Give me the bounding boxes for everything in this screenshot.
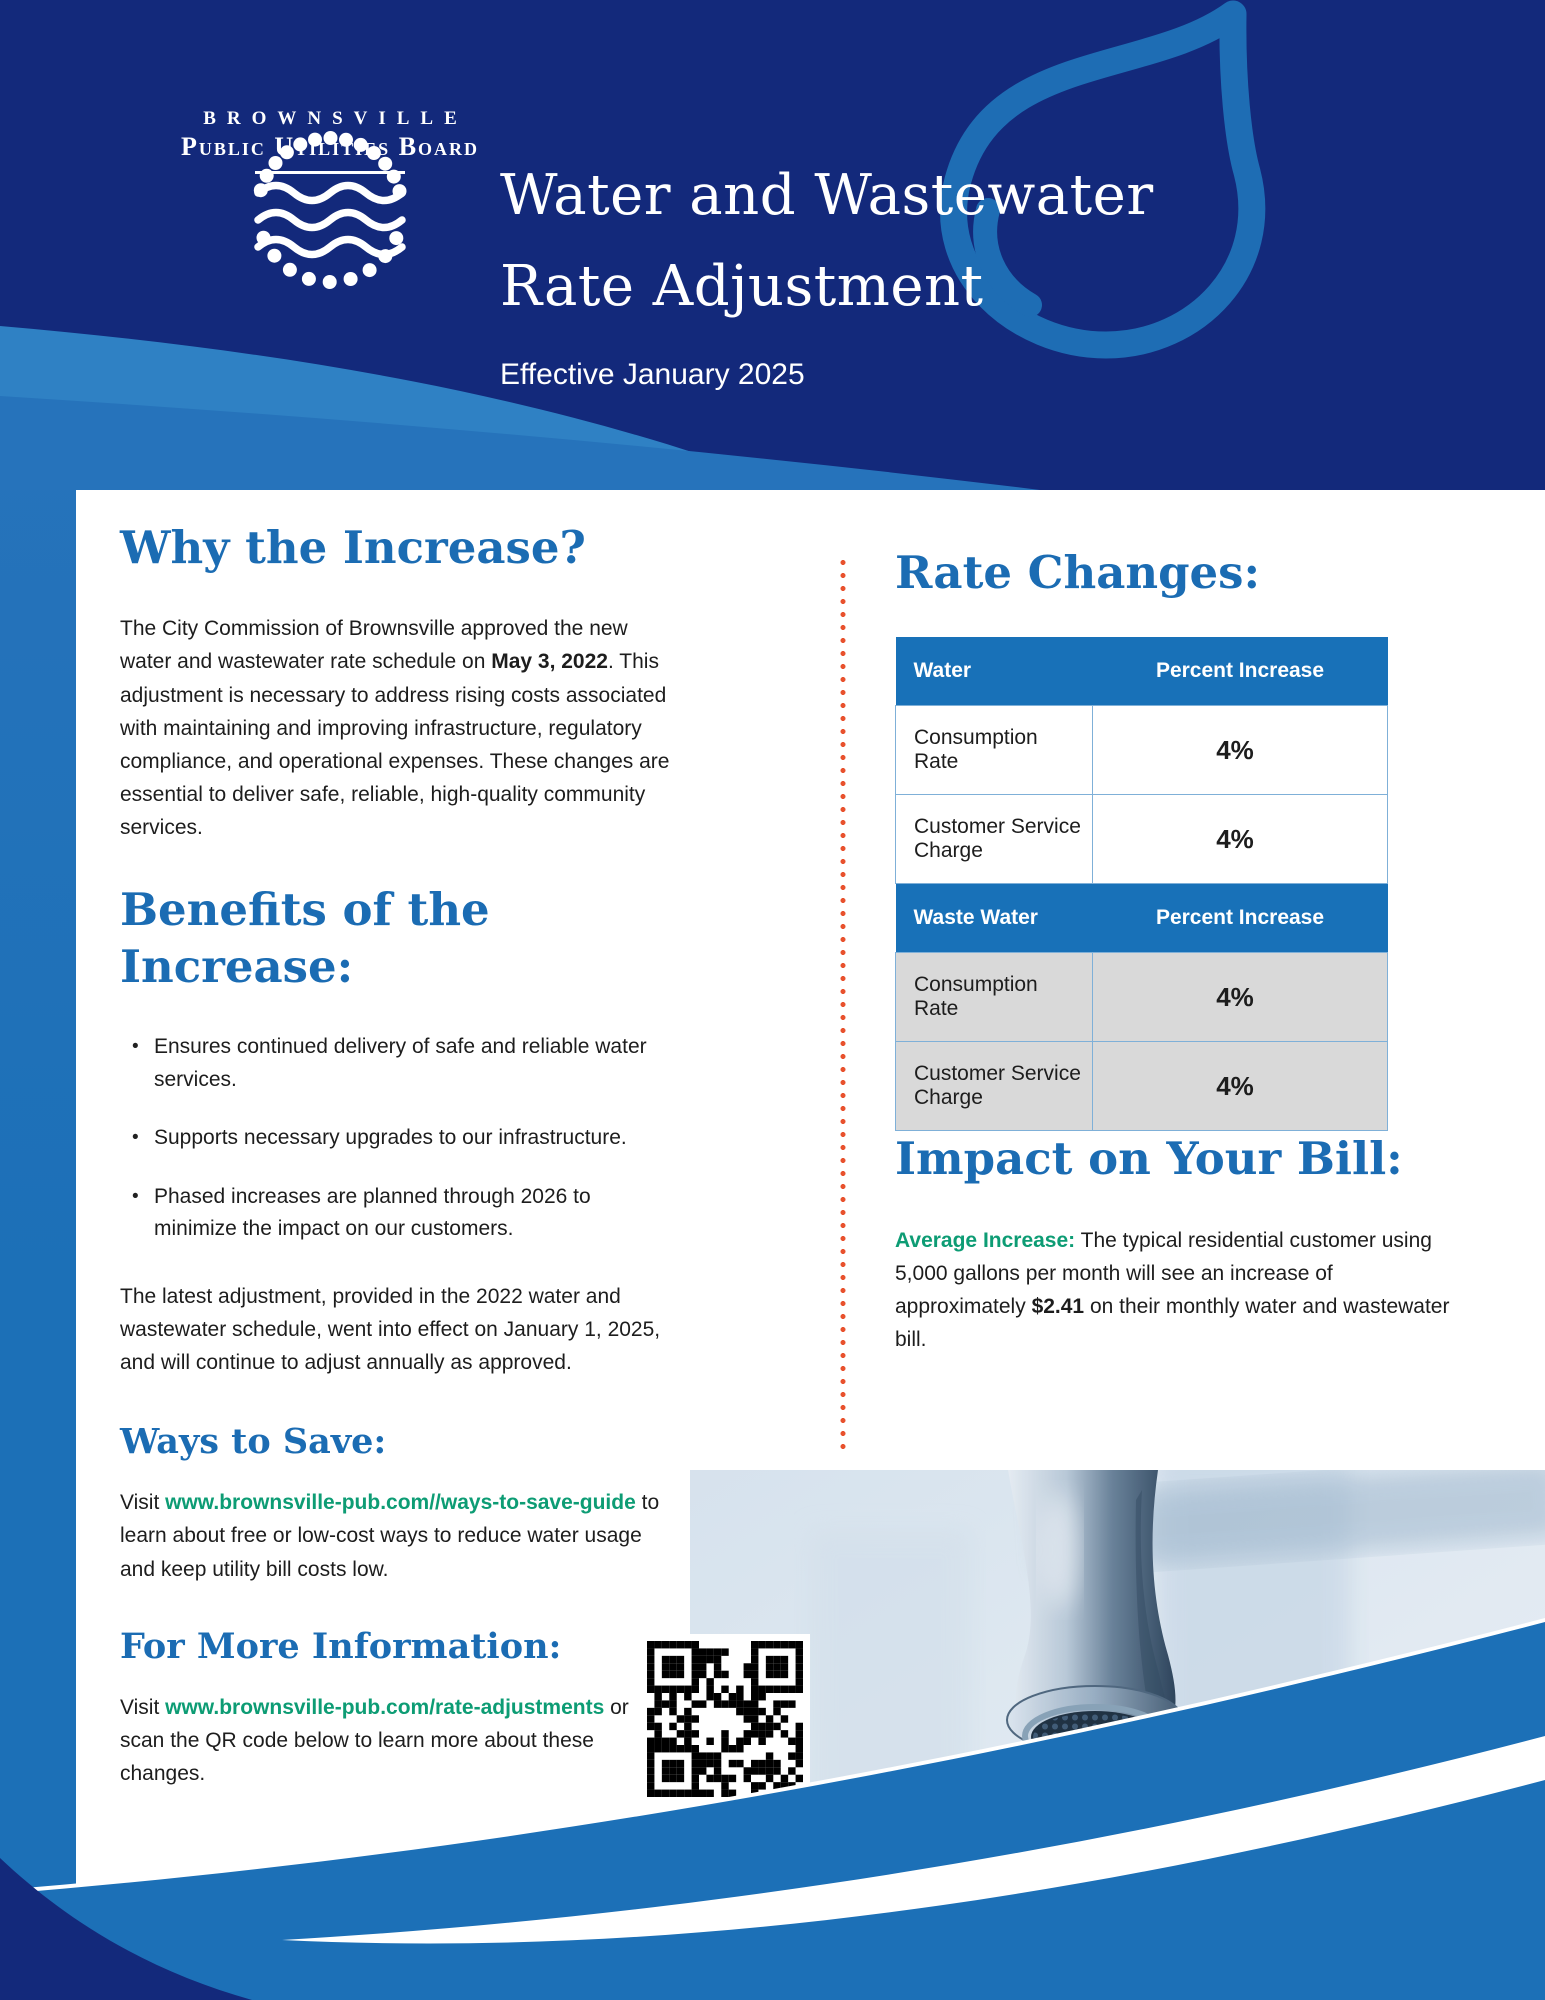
- list-item: Phased increases are planned through 202…: [132, 1181, 672, 1246]
- effective-date: Effective January 2025: [500, 358, 805, 391]
- logo-city-name: BROWNSVILLE: [203, 108, 468, 129]
- rate-changes-table: Water Percent Increase Consumption Rate …: [895, 637, 1388, 1132]
- row-value: 4%: [1092, 952, 1388, 1043]
- bottom-wave-decor: [0, 1618, 1545, 2000]
- table-row: Customer Service Charge 4%: [895, 794, 1388, 885]
- header-banner: BROWNSVILLE Public Utilities Board Water…: [0, 0, 1545, 490]
- logo-underline: [255, 171, 405, 174]
- column-header: Water: [895, 637, 1093, 706]
- row-label: Consumption Rate: [895, 705, 1093, 796]
- table-header-wastewater: Waste Water Percent Increase: [895, 883, 1388, 953]
- benefits-heading: Benefits of the Increase:: [120, 883, 490, 993]
- row-value: 4%: [1092, 705, 1388, 796]
- header-curve-medium: [0, 396, 1040, 490]
- impact-heading: Impact on Your Bill:: [895, 1132, 1403, 1186]
- ways-to-save-link[interactable]: www.brownsville-pub.com//ways-to-save-gu…: [165, 1491, 636, 1515]
- average-increase-label: Average Increase:: [895, 1228, 1076, 1252]
- row-value: 4%: [1092, 1041, 1388, 1132]
- ways-to-save-heading: Ways to Save:: [120, 1421, 387, 1463]
- rate-adjustments-link[interactable]: www.brownsville-pub.com/rate-adjustments: [165, 1695, 605, 1719]
- column-header: Percent Increase: [1092, 637, 1388, 706]
- more-info-paragraph: Visit www.brownsville-pub.com/rate-adjus…: [120, 1695, 629, 1786]
- logo-dot-circle: [253, 131, 407, 289]
- why-paragraph: The City Commission of Brownsville appro…: [120, 617, 670, 840]
- ways-to-save-paragraph: Visit www.brownsville-pub.com//ways-to-s…: [120, 1491, 660, 1581]
- impact-paragraph: Average Increase: The typical residentia…: [895, 1228, 1450, 1352]
- column-divider: [840, 556, 846, 1456]
- logo-waves-icon: [254, 181, 406, 259]
- row-label: Customer Service Charge: [895, 1041, 1093, 1132]
- table-row: Consumption Rate 4%: [895, 952, 1388, 1043]
- page-title-line1: Water and Wastewater: [500, 163, 1154, 228]
- more-info-heading: For More Information:: [120, 1625, 562, 1667]
- table-row: Consumption Rate 4%: [895, 705, 1388, 796]
- left-column: Why the Increase? The City Commission of…: [120, 520, 672, 1828]
- list-item: Ensures continued delivery of safe and r…: [132, 1031, 672, 1096]
- right-column: Rate Changes: Water Percent Increase Con…: [895, 545, 1460, 1394]
- table-row: Customer Service Charge 4%: [895, 1041, 1388, 1132]
- why-heading: Why the Increase?: [120, 521, 586, 574]
- row-value: 4%: [1092, 794, 1388, 885]
- pub-logo: BROWNSVILLE Public Utilities Board: [140, 100, 520, 289]
- qr-code: [640, 1634, 810, 1804]
- row-label: Consumption Rate: [895, 952, 1093, 1043]
- pub-logo-mark: [253, 131, 407, 289]
- list-item: Supports necessary upgrades to our infra…: [132, 1122, 672, 1155]
- page-title-line2: Rate Adjustment: [500, 254, 984, 319]
- header-decor: [0, 0, 1266, 490]
- row-label: Customer Service Charge: [895, 794, 1093, 885]
- latest-adjustment-paragraph: The latest adjustment, provided in the 2…: [120, 1284, 661, 1375]
- column-header: Percent Increase: [1092, 883, 1388, 953]
- water-drop-icon: [940, 0, 1266, 359]
- table-header-water: Water Percent Increase: [895, 637, 1388, 706]
- column-header: Waste Water: [895, 883, 1093, 953]
- rate-changes-heading: Rate Changes:: [895, 546, 1261, 599]
- benefits-list: Ensures continued delivery of safe and r…: [120, 1031, 672, 1246]
